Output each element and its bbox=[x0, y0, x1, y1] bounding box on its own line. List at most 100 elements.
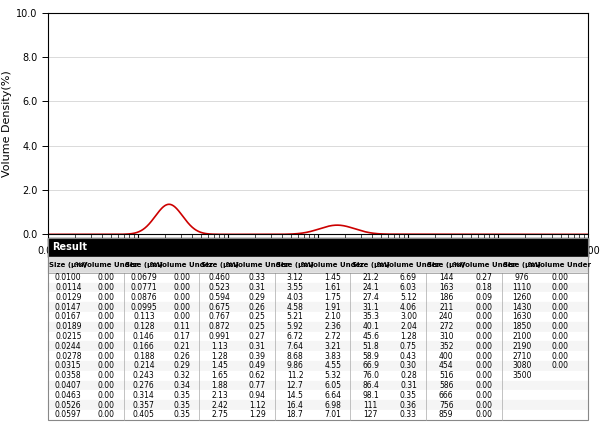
Text: 2710: 2710 bbox=[512, 351, 532, 360]
Text: 586: 586 bbox=[439, 381, 454, 390]
Text: 1430: 1430 bbox=[512, 303, 532, 312]
Text: 0.460: 0.460 bbox=[209, 273, 230, 282]
Text: 0.00: 0.00 bbox=[98, 381, 115, 390]
Bar bbox=[48, 410, 588, 420]
Text: 11.2: 11.2 bbox=[287, 371, 304, 380]
Text: 0.75: 0.75 bbox=[400, 342, 417, 351]
Text: 0.0771: 0.0771 bbox=[131, 283, 157, 292]
Text: 0.00: 0.00 bbox=[98, 351, 115, 360]
Text: 0.0100: 0.0100 bbox=[55, 273, 82, 282]
Text: 0.0463: 0.0463 bbox=[55, 391, 82, 400]
Text: 66.9: 66.9 bbox=[362, 361, 379, 371]
Text: 1630: 1630 bbox=[512, 312, 532, 321]
Text: 186: 186 bbox=[439, 293, 454, 302]
Text: 0.31: 0.31 bbox=[249, 342, 266, 351]
Bar bbox=[48, 283, 588, 293]
Text: 40.1: 40.1 bbox=[362, 322, 379, 331]
Text: 76.0: 76.0 bbox=[362, 371, 379, 380]
Text: 0.35: 0.35 bbox=[173, 401, 190, 410]
Bar bbox=[48, 302, 588, 312]
Bar bbox=[48, 400, 588, 410]
Text: 18.7: 18.7 bbox=[287, 410, 304, 419]
Bar bbox=[48, 322, 588, 332]
Text: 0.94: 0.94 bbox=[249, 391, 266, 400]
Text: 859: 859 bbox=[439, 410, 454, 419]
Text: 0.243: 0.243 bbox=[133, 371, 155, 380]
Bar bbox=[48, 361, 588, 371]
Text: 0.0129: 0.0129 bbox=[55, 293, 82, 302]
Text: 0.0526: 0.0526 bbox=[55, 401, 82, 410]
Text: 0.00: 0.00 bbox=[551, 293, 568, 302]
Text: 0.28: 0.28 bbox=[400, 371, 417, 380]
Text: 1110: 1110 bbox=[512, 283, 532, 292]
Text: 0.357: 0.357 bbox=[133, 401, 155, 410]
Text: %Volume Under: %Volume Under bbox=[377, 262, 440, 268]
Text: 0.00: 0.00 bbox=[476, 342, 493, 351]
Text: 0.00: 0.00 bbox=[476, 351, 493, 360]
Text: 0.00: 0.00 bbox=[476, 371, 493, 380]
Text: 976: 976 bbox=[515, 273, 529, 282]
Text: 24.1: 24.1 bbox=[362, 283, 379, 292]
Text: 0.594: 0.594 bbox=[209, 293, 230, 302]
Text: 2.04: 2.04 bbox=[400, 322, 417, 331]
Text: 0.00: 0.00 bbox=[476, 381, 493, 390]
Text: 0.11: 0.11 bbox=[173, 322, 190, 331]
Text: 0.0876: 0.0876 bbox=[131, 293, 157, 302]
Text: 400: 400 bbox=[439, 351, 454, 360]
Text: 0.00: 0.00 bbox=[551, 342, 568, 351]
Text: 2100: 2100 bbox=[512, 332, 532, 341]
Text: 163: 163 bbox=[439, 283, 454, 292]
Text: Size (μm): Size (μm) bbox=[427, 262, 465, 268]
Text: 0.00: 0.00 bbox=[173, 312, 190, 321]
Text: 0.34: 0.34 bbox=[173, 381, 190, 390]
Text: 1.65: 1.65 bbox=[211, 371, 228, 380]
Text: 14.5: 14.5 bbox=[287, 391, 304, 400]
Text: 0.09: 0.09 bbox=[476, 293, 493, 302]
Text: Size (μm): Size (μm) bbox=[125, 262, 163, 268]
Text: 5.32: 5.32 bbox=[325, 371, 341, 380]
Bar bbox=[48, 341, 588, 351]
Text: 0.00: 0.00 bbox=[476, 361, 493, 371]
Text: 7.01: 7.01 bbox=[325, 410, 341, 419]
Bar bbox=[48, 371, 588, 381]
Text: 35.3: 35.3 bbox=[362, 312, 379, 321]
Text: 0.00: 0.00 bbox=[551, 322, 568, 331]
Text: Result: Result bbox=[52, 243, 88, 252]
Text: 0.00: 0.00 bbox=[551, 351, 568, 360]
Text: 272: 272 bbox=[439, 322, 454, 331]
Text: 0.188: 0.188 bbox=[133, 351, 155, 360]
Text: 5.92: 5.92 bbox=[287, 322, 304, 331]
Text: 5.12: 5.12 bbox=[400, 293, 417, 302]
Text: 0.00: 0.00 bbox=[98, 293, 115, 302]
Bar bbox=[48, 273, 588, 283]
Text: 0.26: 0.26 bbox=[249, 303, 266, 312]
Text: 0.62: 0.62 bbox=[249, 371, 266, 380]
Text: 0.0215: 0.0215 bbox=[55, 332, 82, 341]
Text: 1260: 1260 bbox=[512, 293, 532, 302]
Text: 127: 127 bbox=[364, 410, 378, 419]
Text: 0.31: 0.31 bbox=[400, 381, 417, 390]
Text: 0.0147: 0.0147 bbox=[55, 303, 82, 312]
Text: 0.00: 0.00 bbox=[98, 342, 115, 351]
Text: 0.29: 0.29 bbox=[173, 361, 190, 371]
Text: 0.214: 0.214 bbox=[133, 361, 155, 371]
Text: 2.36: 2.36 bbox=[325, 322, 341, 331]
Text: 0.31: 0.31 bbox=[249, 283, 266, 292]
Text: 1.12: 1.12 bbox=[249, 401, 266, 410]
Text: 1.45: 1.45 bbox=[211, 361, 228, 371]
Text: 98.1: 98.1 bbox=[362, 391, 379, 400]
Text: 8.68: 8.68 bbox=[287, 351, 304, 360]
Text: 0.00: 0.00 bbox=[98, 371, 115, 380]
Text: 2.72: 2.72 bbox=[325, 332, 341, 341]
Text: 0.00: 0.00 bbox=[476, 401, 493, 410]
Text: 0.25: 0.25 bbox=[249, 312, 266, 321]
Text: 2.13: 2.13 bbox=[211, 391, 228, 400]
Text: 516: 516 bbox=[439, 371, 454, 380]
Text: 0.00: 0.00 bbox=[98, 332, 115, 341]
Text: 0.35: 0.35 bbox=[173, 391, 190, 400]
X-axis label: Size Classes(μm): Size Classes(μm) bbox=[271, 260, 365, 271]
Text: 0.27: 0.27 bbox=[476, 273, 493, 282]
Text: 0.00: 0.00 bbox=[98, 401, 115, 410]
Text: 0.00: 0.00 bbox=[98, 312, 115, 321]
Text: 0.33: 0.33 bbox=[249, 273, 266, 282]
